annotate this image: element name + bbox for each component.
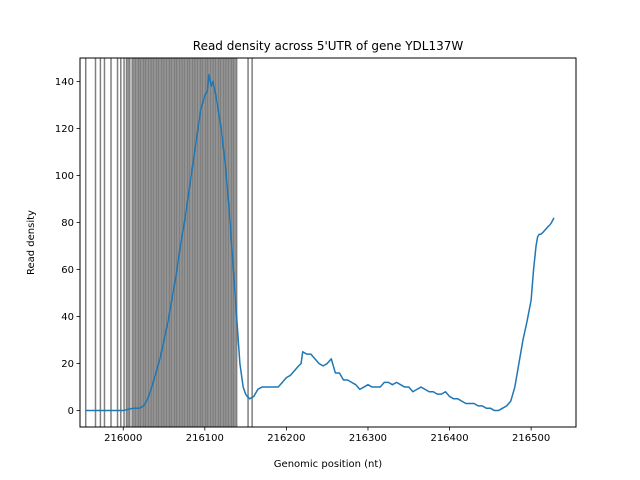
- y-tick-label: 0: [68, 406, 74, 417]
- axes-frame: [79, 57, 577, 428]
- x-axis-label: Genomic position (nt): [274, 459, 383, 470]
- series-line: [85, 73, 555, 412]
- y-tick-label: 60: [61, 265, 74, 276]
- x-tick-label: 216300: [349, 433, 387, 444]
- y-tick-label: 120: [55, 124, 74, 135]
- y-tick-label: 100: [55, 171, 74, 182]
- y-tick-label: 40: [61, 312, 74, 323]
- y-tick-label: 20: [61, 359, 74, 370]
- y-axis-label: Read density: [26, 210, 37, 275]
- x-tick-label: 216400: [430, 433, 468, 444]
- y-tick-label: 80: [61, 218, 74, 229]
- x-tick-label: 216000: [104, 433, 142, 444]
- y-tick-label: 140: [55, 77, 74, 88]
- x-tick-label: 216200: [267, 433, 305, 444]
- x-tick-label: 216100: [186, 433, 224, 444]
- vertical-markers: [84, 58, 253, 427]
- chart-title: Read density across 5'UTR of gene YDL137…: [193, 39, 464, 53]
- series-line-group: [85, 73, 555, 412]
- y-axis-ticks: 0 20 40 60 80 100 120 140: [55, 77, 80, 417]
- x-axis-ticks: 216000 216100 216200 216300 216400 216500: [104, 427, 550, 444]
- x-tick-label: 216500: [512, 433, 550, 444]
